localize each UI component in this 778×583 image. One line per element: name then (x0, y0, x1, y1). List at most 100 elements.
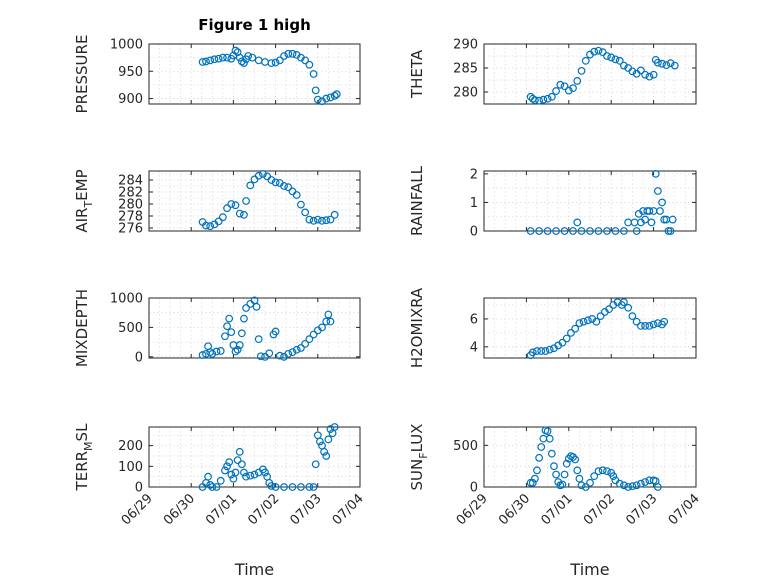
data-point (636, 66, 645, 75)
y-axis-label-main: TERR (73, 451, 91, 492)
data-point (231, 46, 240, 55)
data-point (562, 334, 571, 343)
data-point (543, 94, 552, 103)
y-tick-label: 0 (135, 350, 143, 365)
data-point (615, 56, 624, 65)
data-point (550, 462, 558, 471)
data-point (641, 70, 650, 79)
y-tick-label: 284 (118, 174, 143, 189)
data-point (292, 345, 301, 354)
data-point (577, 227, 586, 235)
data-point (611, 227, 620, 235)
data-point (305, 215, 314, 224)
data-point (311, 460, 320, 469)
data-point (586, 478, 594, 487)
data-point (547, 449, 556, 458)
data-point (653, 187, 662, 195)
data-point (330, 210, 339, 219)
x-tick-label: 07/04 (330, 491, 367, 528)
data-point (227, 470, 236, 479)
y-axis-label: MIXDEPTH (73, 289, 91, 367)
data-point (666, 227, 675, 235)
data-point (240, 314, 248, 323)
data-point (556, 80, 565, 89)
data-point (528, 478, 537, 487)
data-point (206, 56, 215, 65)
data-point (206, 222, 215, 231)
y-tick-label: 950 (118, 65, 143, 80)
data-point (248, 53, 257, 62)
data-point (212, 483, 221, 491)
y-axis-label-main: RAINFALL (408, 165, 426, 236)
data-point (624, 483, 633, 491)
data-point (590, 472, 599, 481)
data-point (577, 66, 586, 75)
data-point (569, 227, 577, 235)
data-point (214, 54, 223, 63)
data-point (231, 468, 240, 477)
data-point (603, 52, 611, 60)
data-point (533, 466, 541, 475)
data-point (227, 328, 236, 337)
data-point (233, 345, 242, 354)
data-point (231, 347, 240, 356)
axes-border (483, 43, 697, 105)
data-point (305, 60, 314, 69)
data-point (318, 216, 326, 225)
x-tick-label: 07/03 (288, 491, 325, 528)
data-point (309, 70, 318, 78)
data-point (645, 72, 654, 81)
data-point (259, 170, 267, 178)
data-point (535, 453, 544, 462)
data-point (223, 462, 231, 471)
data-point (609, 472, 618, 481)
data-point (322, 94, 331, 103)
x-tick-label: 07/02 (581, 491, 618, 528)
y-tick-label: 1000 (110, 38, 143, 53)
y-tick-label: 900 (118, 92, 143, 107)
data-point (216, 476, 225, 485)
data-point (235, 209, 244, 218)
data-point (594, 467, 603, 476)
data-point (237, 57, 246, 66)
y-axis-label-main: PRESSURE (73, 35, 91, 114)
data-point (537, 347, 546, 355)
x-tick-label: 07/01 (539, 491, 576, 528)
data-point (596, 312, 605, 321)
data-point (275, 351, 284, 360)
data-point (326, 215, 335, 224)
data-point (301, 56, 310, 65)
data-point (288, 483, 297, 491)
axes-border (483, 297, 697, 359)
y-axis-label: TERRMSL (73, 423, 95, 492)
data-point (658, 59, 666, 68)
data-point (545, 434, 554, 443)
data-point (562, 459, 571, 468)
data-point (218, 213, 227, 222)
data-point (254, 335, 263, 344)
data-point (628, 312, 637, 321)
data-point (322, 452, 331, 460)
data-point (246, 181, 255, 190)
data-point (528, 348, 537, 357)
data-point (198, 351, 207, 359)
data-point (240, 210, 248, 219)
data-point (235, 447, 244, 456)
data-point (252, 302, 261, 311)
data-point (271, 178, 280, 187)
data-point (636, 479, 645, 488)
data-point (670, 61, 679, 70)
data-point (598, 466, 607, 475)
data-point (223, 204, 231, 213)
data-point (592, 317, 601, 326)
y-axis-label: PRESSURE (73, 35, 91, 114)
y-axis-label-tail: LUX (408, 424, 426, 453)
x-tick-label: 07/02 (245, 491, 282, 528)
data-point (221, 332, 229, 341)
data-point (284, 49, 293, 58)
data-point (225, 458, 234, 467)
data-point (632, 317, 641, 326)
data-point (651, 169, 660, 178)
data-point (560, 470, 569, 479)
